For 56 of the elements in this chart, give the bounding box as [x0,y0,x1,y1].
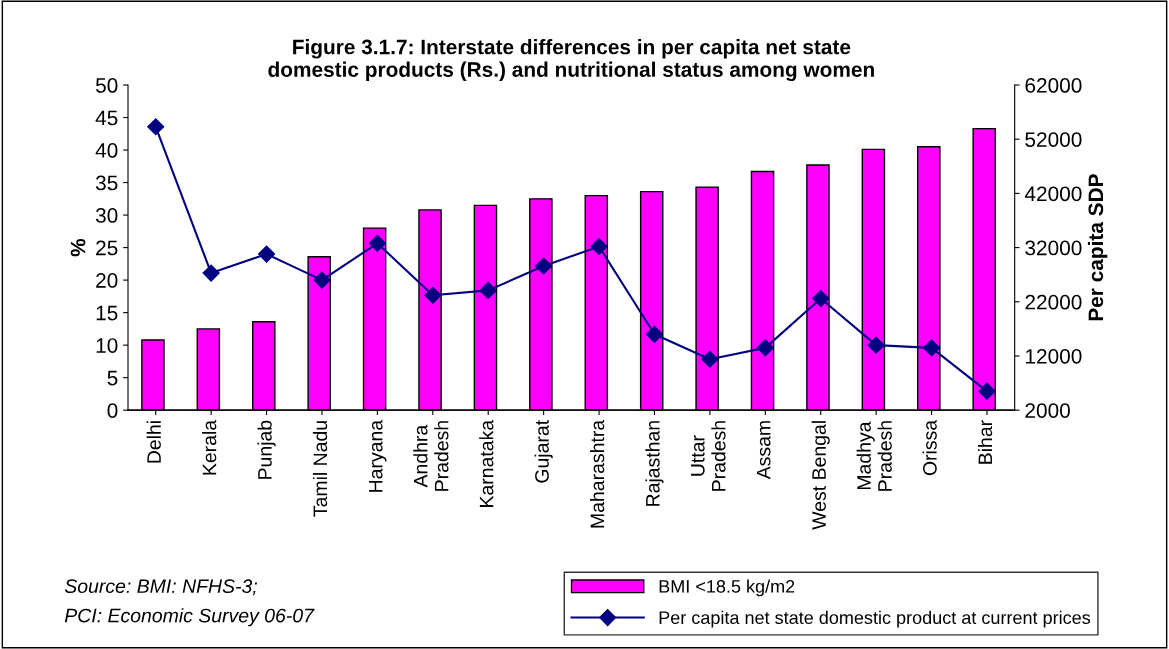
point [812,289,830,308]
point [645,325,664,343]
point [202,264,220,282]
point [368,234,386,252]
x-tick-label: Maharashtra [589,419,605,528]
y-axis-title: % [70,238,86,257]
legend-label: BMI <18.5 kg/m2 [659,579,795,597]
x-tick-label: Madhya Pradesh [856,421,892,491]
y-tick-label: 5 [107,370,118,386]
y2-tick-label: 12000 [1026,348,1082,364]
y2-tick-label: 52000 [1025,132,1082,147]
x-tick-label: Tamil Nadu [312,421,328,517]
y2-axis-title: Per capita SDP [1087,174,1108,321]
y2-tick-label: 22000 [1025,294,1082,310]
y2-tick-label: 42000 [1024,186,1082,202]
y2-tick-label: 62000 [1025,78,1082,93]
y-tick-label: 0 [107,403,118,418]
point [701,350,719,368]
y2-tick-label: 32000 [1025,240,1082,256]
y-tick-label: 20 [96,273,118,288]
point [424,286,442,304]
point [147,118,165,136]
y-tick-label: 45 [95,110,118,126]
point [978,382,996,400]
x-tick-label: Uttar Pradesh [691,421,726,491]
point [590,237,608,256]
y-tick-label: 15 [96,305,118,321]
x-tick-label: West Bengal [811,421,830,530]
y-tick-label: 35 [95,175,118,191]
y-tick-label: 30 [95,208,118,223]
x-tick-label: Orissa [922,419,937,476]
point [756,339,774,357]
x-tick-label: Rajasthan [645,421,664,506]
y-tick-label: 10 [96,338,118,353]
x-tick-label: Andhra Pradesh [413,421,449,491]
point [313,271,331,289]
point [535,257,553,275]
x-tick-label: Gujarat [534,420,553,483]
x-tick-label: Haryana [369,419,387,492]
x-tick-label: Kerala [202,419,217,475]
y-tick-label: 50 [95,78,118,93]
point [257,245,276,263]
point [479,281,497,299]
y-tick-label: 25 [96,240,118,256]
legend-label: Per capita net state domestic product at current prices [659,610,1091,628]
source-note: Source: BMI: NFHS-3; PCI: Economic Survey 06-07 [64,579,315,627]
x-tick-label: Assam [756,421,771,480]
x-tick-label: Bihar [977,420,993,464]
x-tick-label: Karnataka [479,419,494,507]
y2-tick-label: 2000 [1025,403,1070,418]
chart-title: Figure 3.1.7: Interstate differences in per capita net state domestic products (Rs.) and nutritional status among women [268,39,874,82]
point [867,336,885,354]
x-tick-label: Delhi [146,421,161,463]
x-tick-label: Punjab [257,420,276,479]
point [923,339,941,357]
y-tick-label: 40 [95,143,118,158]
